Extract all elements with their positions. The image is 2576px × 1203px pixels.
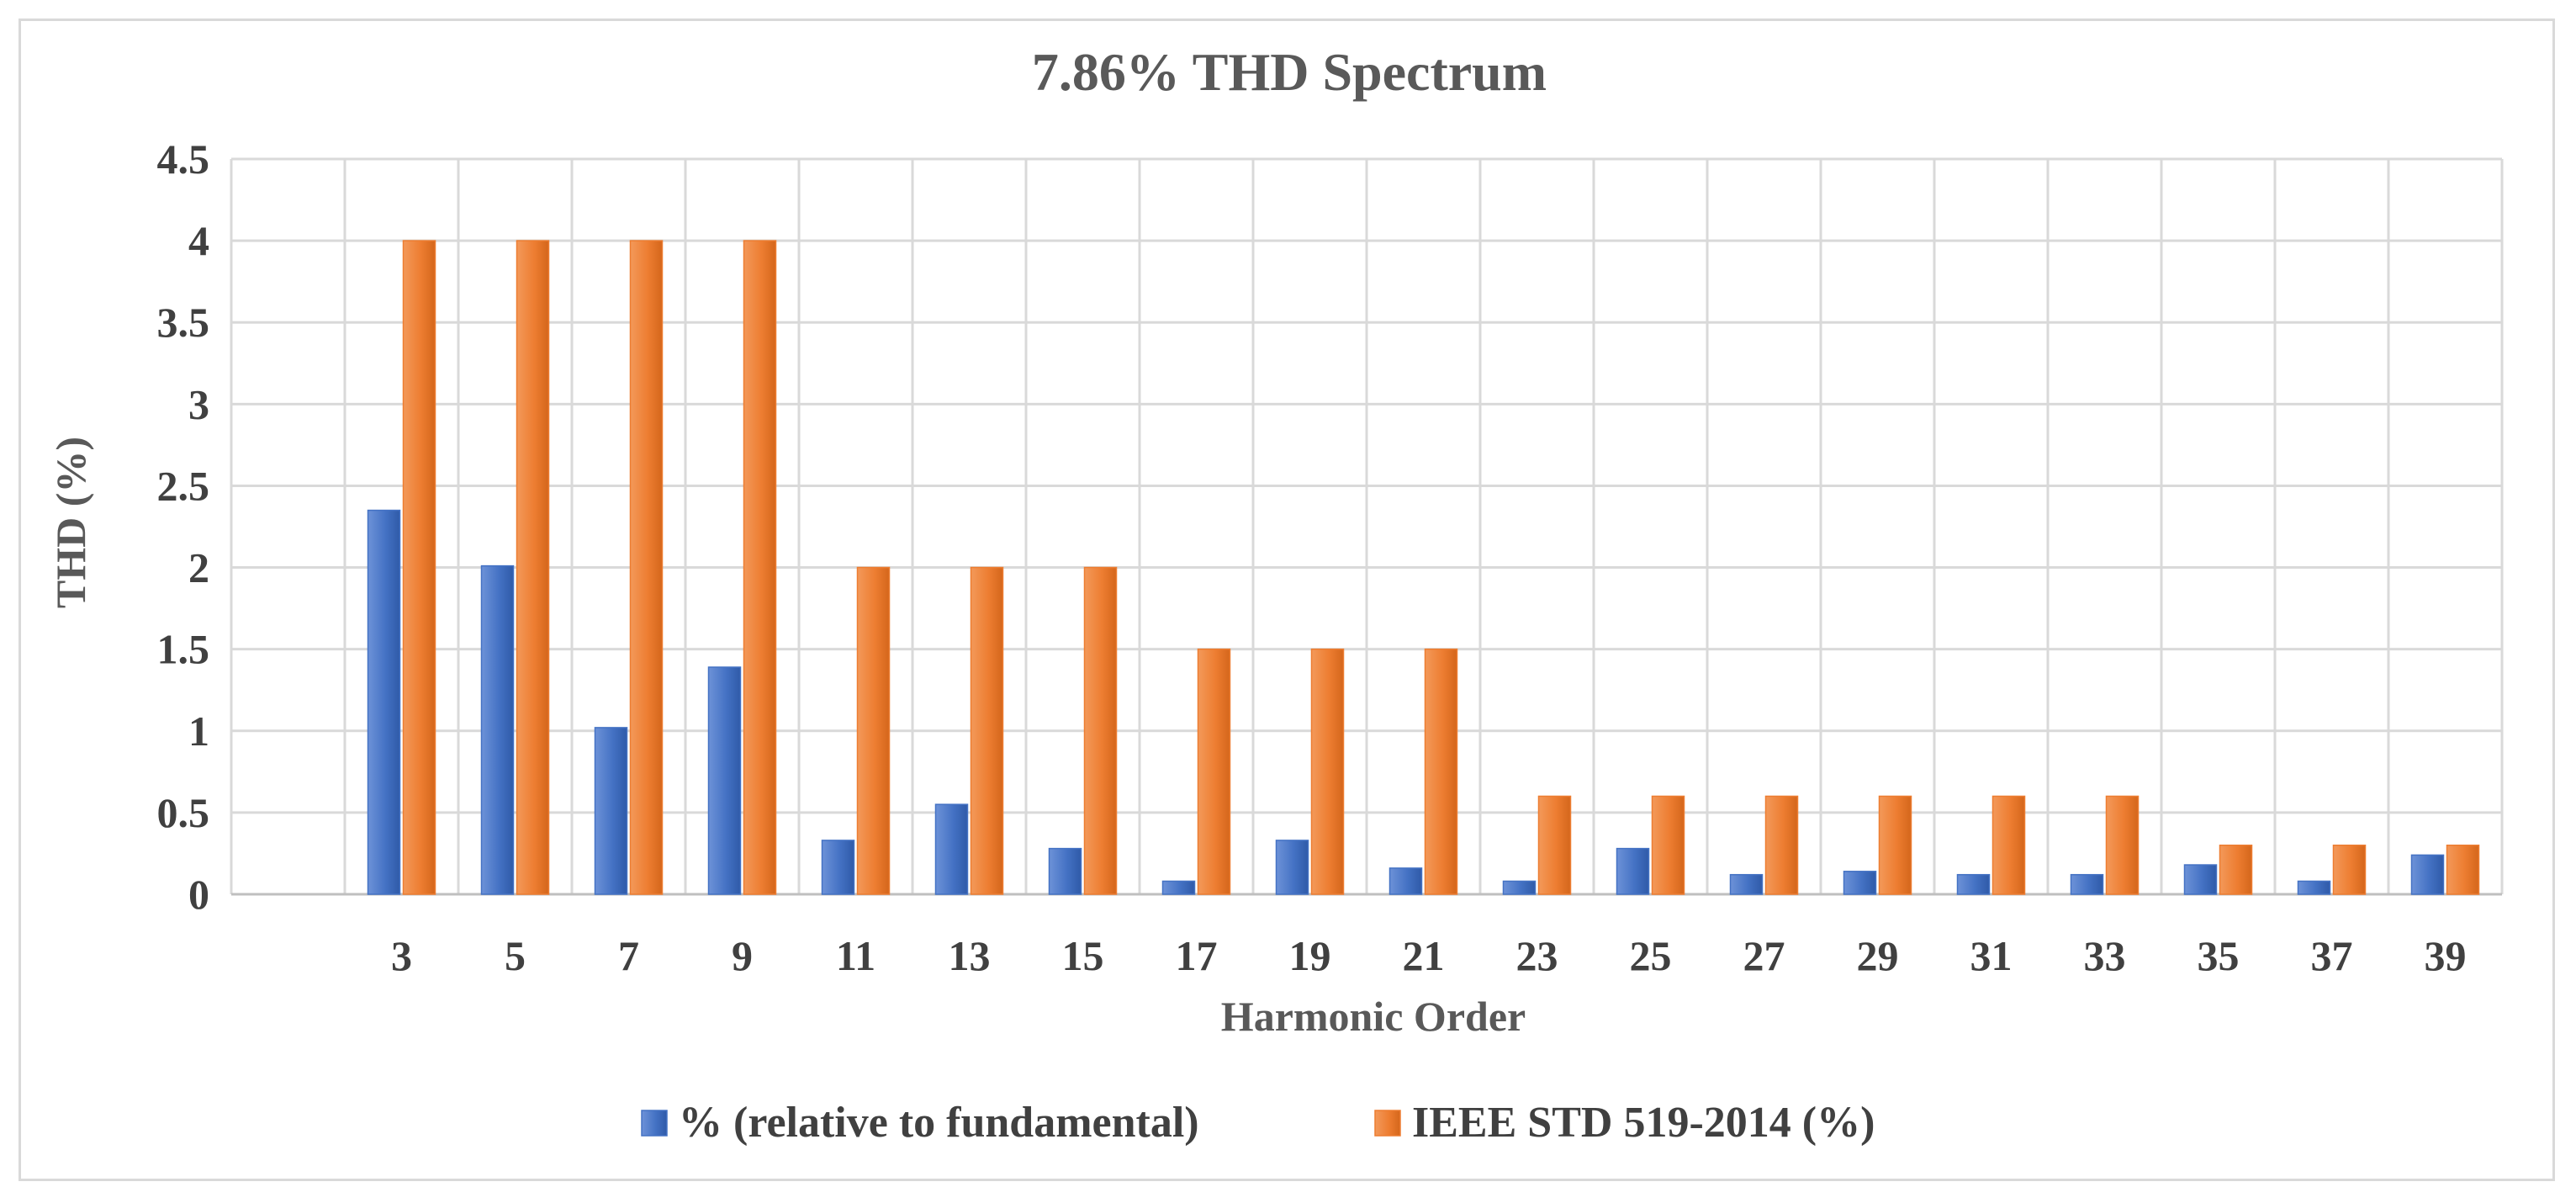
thd-spectrum-chart: 7.86% THD Spectrum 00.511.522.533.544.5 … xyxy=(47,42,2504,1147)
chart-frame: 7.86% THD Spectrum 0 0.5 1 1.5 2 2.5 3 3.5 4 4.5 … xyxy=(19,19,2555,1181)
x-axis-label: Harmonic Order xyxy=(1221,993,1526,1040)
bar-ieee-limit-h31 xyxy=(1992,795,2026,895)
x-tick-label: 37 xyxy=(2311,932,2353,979)
bar-ieee-limit-h3 xyxy=(402,240,436,895)
x-tick-label: 17 xyxy=(1176,932,1218,979)
x-tick-label: 13 xyxy=(949,932,991,979)
x-tick-label: 21 xyxy=(1403,932,1445,979)
bar-ieee-limit-h17 xyxy=(1197,648,1231,895)
x-tick-label: 23 xyxy=(1516,932,1558,979)
bar-measured-h15 xyxy=(1048,847,1082,895)
bar-measured-h27 xyxy=(1729,873,1764,895)
bar-ieee-limit-h39 xyxy=(2446,844,2480,895)
bar-ieee-limit-h13 xyxy=(970,566,1004,895)
bar-measured-h9 xyxy=(707,666,742,895)
bar-measured-h35 xyxy=(2183,864,2218,895)
bar-ieee-limit-h35 xyxy=(2219,844,2253,895)
x-tick-label: 25 xyxy=(1630,932,1672,979)
bar-measured-h5 xyxy=(480,564,515,895)
gridlines xyxy=(230,157,2504,896)
bar-ieee-limit-h23 xyxy=(1537,795,1572,895)
x-tick-label: 5 xyxy=(505,932,526,979)
legend-swatch xyxy=(641,1110,668,1137)
bar-ieee-limit-h19 xyxy=(1310,648,1345,895)
y-tick-label: 1.5 xyxy=(157,626,210,673)
bar-ieee-limit-h9 xyxy=(743,240,777,895)
bar-ieee-limit-h27 xyxy=(1764,795,1799,895)
bar-measured-h11 xyxy=(821,840,855,895)
bar-ieee-limit-h25 xyxy=(1651,795,1685,895)
chart-title: 7.86% THD Spectrum xyxy=(1032,42,1547,102)
y-tick-label: 1 xyxy=(188,707,209,755)
x-axis-ticks: 3 5 7 9 11 13 15 17 19 21 23 25 27 29 31 33 35 37 39 xyxy=(391,932,2467,979)
y-tick-label: 4 xyxy=(188,217,209,264)
bar-measured-h33 xyxy=(2070,873,2104,895)
bar-ieee-limit-h5 xyxy=(516,240,550,895)
bar-measured-h39 xyxy=(2410,854,2445,895)
bar-measured-h31 xyxy=(1956,873,1991,895)
x-tick-label: 7 xyxy=(618,932,639,979)
legend-label: % (relative to fundamental) xyxy=(679,1099,1199,1147)
bar-ieee-limit-h15 xyxy=(1083,566,1118,895)
legend-label: IEEE STD 519-2014 (%) xyxy=(1412,1099,1875,1147)
bar-ieee-limit-h21 xyxy=(1424,648,1458,895)
y-tick-label: 4.5 xyxy=(157,135,210,183)
bar-measured-h3 xyxy=(367,509,401,895)
bar-measured-h21 xyxy=(1389,867,1423,895)
bar-measured-h13 xyxy=(934,803,969,895)
bar-ieee-limit-h37 xyxy=(2332,844,2367,895)
y-tick-label: 2.5 xyxy=(157,462,210,509)
x-tick-label: 15 xyxy=(1062,932,1104,979)
y-tick-label: 3 xyxy=(188,380,209,427)
y-axis-ticks: 0 0.5 1 1.5 2 2.5 3 3.5 4 4.5 xyxy=(157,135,210,918)
y-tick-label: 0 xyxy=(188,871,209,918)
y-tick-label: 0.5 xyxy=(157,789,210,836)
y-tick-label: 3.5 xyxy=(157,299,210,346)
legend-item-measured[interactable]: % (relative to fundamental) xyxy=(641,1099,1199,1147)
bar-measured-h25 xyxy=(1616,847,1650,895)
bars xyxy=(367,240,2480,895)
legend[interactable]: % (relative to fundamental) IEEE STD 519-… xyxy=(641,1099,1875,1147)
x-tick-label: 29 xyxy=(1857,932,1899,979)
legend-item-ieee-limit[interactable]: IEEE STD 519-2014 (%) xyxy=(1374,1099,1875,1147)
legend-swatch xyxy=(1374,1110,1401,1137)
bar-ieee-limit-h7 xyxy=(629,240,664,895)
bar-measured-h19 xyxy=(1275,840,1309,895)
x-tick-label: 19 xyxy=(1289,932,1331,979)
bar-ieee-limit-h33 xyxy=(2105,795,2140,895)
x-tick-label: 27 xyxy=(1743,932,1785,979)
x-tick-label: 35 xyxy=(2198,932,2240,979)
x-tick-label: 33 xyxy=(2084,932,2126,979)
bar-measured-h23 xyxy=(1502,880,1537,895)
x-tick-label: 39 xyxy=(2425,932,2467,979)
bar-ieee-limit-h11 xyxy=(856,566,891,895)
x-tick-label: 9 xyxy=(732,932,753,979)
bar-measured-h7 xyxy=(594,727,628,895)
bar-measured-h37 xyxy=(2297,880,2331,895)
y-tick-label: 2 xyxy=(188,544,209,591)
bar-measured-h29 xyxy=(1843,871,1877,895)
x-tick-label: 3 xyxy=(391,932,412,979)
bar-ieee-limit-h29 xyxy=(1878,795,1912,895)
x-tick-label: 31 xyxy=(1970,932,2013,979)
x-tick-label: 11 xyxy=(836,932,875,979)
bar-measured-h17 xyxy=(1161,880,1196,895)
y-axis-label: THD (%) xyxy=(47,437,94,608)
